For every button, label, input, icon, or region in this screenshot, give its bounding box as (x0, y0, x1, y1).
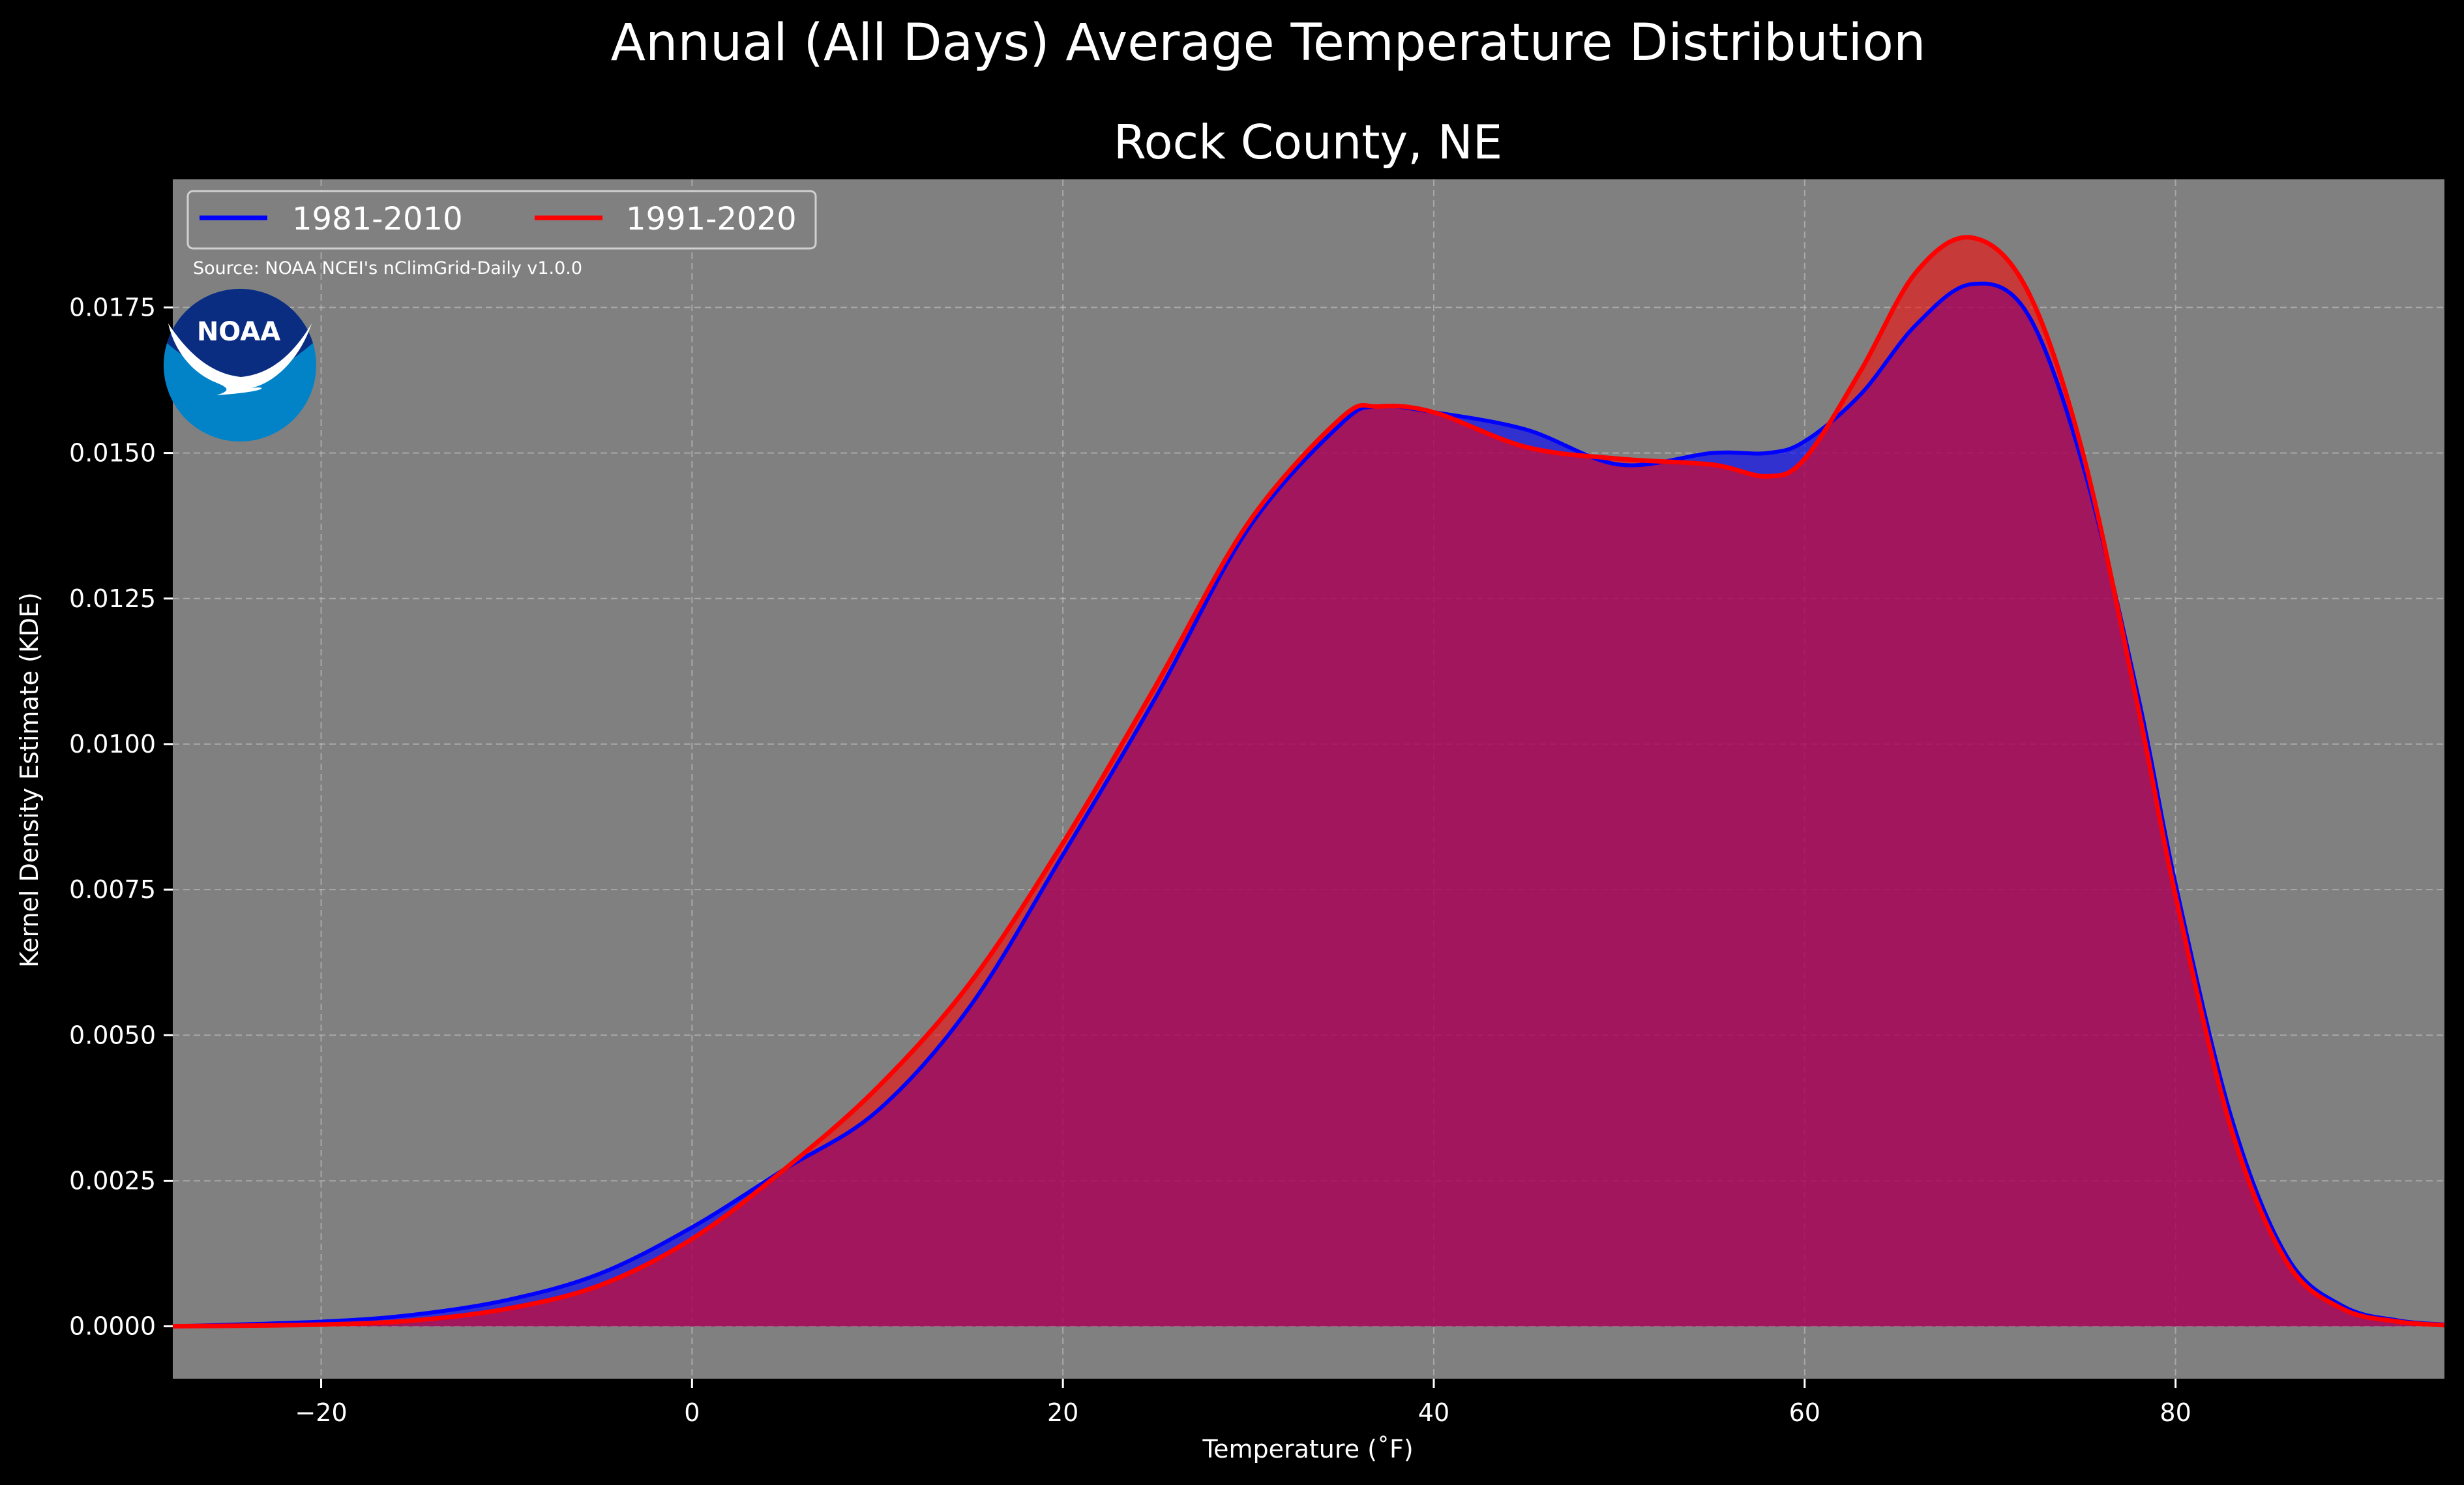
y-tick-label: 0.0075 (69, 875, 156, 904)
chart-title: Rock County, NE (1114, 115, 1503, 170)
legend: 1981-2010 1991-2020 (186, 190, 817, 250)
area-1991-2020 (173, 237, 2444, 1327)
noaa-logo-text: NOAA (197, 317, 280, 347)
plot-area (172, 179, 2445, 1379)
noaa-logo-gull (168, 323, 312, 395)
x-tick-label: 40 (1418, 1398, 1449, 1427)
series-layer (172, 235, 2445, 1329)
chart-suptitle: Annual (All Days) Average Temperature Di… (611, 14, 1926, 72)
y-tick-label: 0.0000 (69, 1312, 156, 1341)
y-tick-label: 0.0150 (69, 439, 156, 468)
y-axis-ticks: 0.0000 0.0025 0.0050 0.0075 0.0100 0.0125 0.01… (69, 293, 173, 1341)
line-1981-2010 (172, 281, 2445, 1328)
y-tick-label: 0.0175 (69, 293, 156, 322)
legend-label-1981-2010: 1981-2010 (292, 201, 463, 237)
y-tick-label: 0.0125 (69, 584, 156, 613)
source-note: Source: NOAA NCEI's nClimGrid-Daily v1.0… (193, 258, 582, 278)
y-axis-label: Kernel Density Estimate (KDE) (15, 592, 44, 968)
y-tick-label: 0.0025 (69, 1166, 156, 1195)
x-axis-label: Temperature (˚F) (1202, 1435, 1413, 1463)
x-tick-label: 80 (2160, 1398, 2191, 1427)
x-tick-label: −20 (295, 1398, 347, 1427)
line-1991-2020 (172, 235, 2445, 1329)
x-tick-label: 60 (1789, 1398, 1820, 1427)
y-tick-label: 0.0050 (69, 1021, 156, 1049)
legend-label-1991-2020: 1991-2020 (626, 201, 797, 237)
x-tick-label: 20 (1047, 1398, 1078, 1427)
y-tick-label: 0.0100 (69, 730, 156, 758)
legend-box (186, 190, 817, 250)
x-tick-label: 0 (684, 1398, 700, 1427)
x-axis-ticks: −20 0 20 40 60 80 (295, 1379, 2191, 1427)
noaa-logo: NOAA (164, 288, 316, 442)
